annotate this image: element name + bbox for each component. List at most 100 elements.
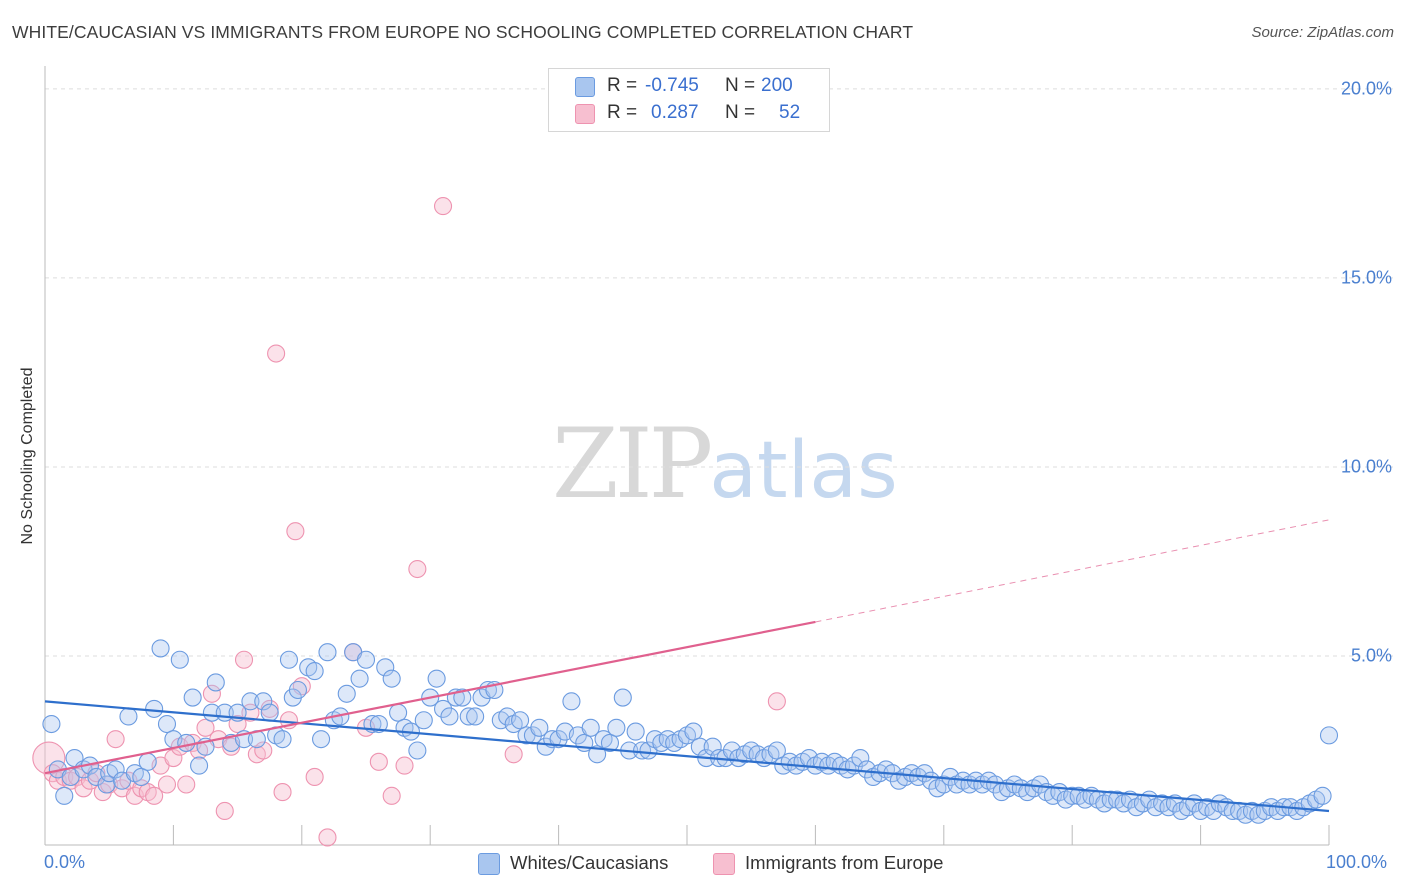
immigrants-point [395,756,414,775]
whites-point [106,760,125,779]
whites-point [530,718,549,737]
whites-point [626,722,645,741]
legend-r-value: 0.287 [651,102,699,123]
whites-point [97,775,116,794]
whites-point [466,707,485,726]
whites-point [453,688,472,707]
legend-swatch-blue [575,77,595,97]
whites-point [427,669,446,688]
whites-point [633,741,652,760]
bottom-legend-label: Whites/Caucasians [510,852,669,873]
whites-point [279,650,299,669]
y-tick-label: 15.0% [1340,267,1392,288]
whites-point [703,737,722,756]
axes [44,66,1330,846]
whites-point [767,741,786,760]
immigrants-point [305,767,324,787]
whites-point [132,767,151,787]
whites-point [350,669,369,688]
immigrants-point [286,522,305,541]
whites-point [376,658,395,677]
chart-title: WHITE/CAUCASIAN VS IMMIGRANTS FROM EUROP… [12,22,914,42]
whites-point [511,711,530,730]
x-tick-label-min: 0.0% [44,852,86,872]
whites-point [382,669,401,688]
immigrants-point [433,197,453,216]
immigrants-point [202,684,221,703]
y-axis-label: No Schooling Completed [19,367,36,545]
immigrants-point [273,783,292,802]
whites-point [562,692,581,711]
whites-point [55,786,74,805]
immigrants-point [318,828,337,847]
whites-point [183,688,202,707]
immigrants-point [504,745,523,764]
immigrants-point [767,692,786,711]
whites-point [157,714,177,734]
whites-point [273,730,292,749]
whites-point [934,775,953,794]
whites-point [607,718,626,737]
y-tick-label: 10.0% [1340,456,1392,477]
immigrants-point [215,801,234,821]
legend-swatch-pink [575,104,595,124]
legend-r-value: -0.745 [645,75,699,96]
correlation-legend: R = -0.745 N = 200 R = 0.287 N = 52 [548,68,830,132]
grid-lines [45,88,1395,657]
immigrants-point [177,775,196,794]
immigrants-point [164,748,183,768]
legend-row-whites: R = -0.745 N = 200 [549,74,829,100]
bottom-legend-immigrants: Immigrants from Europe [713,852,983,876]
y-tick-label: 20.0% [1340,78,1392,99]
immigrants-point [254,741,273,760]
whites-point [42,714,61,734]
legend-row-immigrants: R = 0.287 N = 52 [549,101,829,127]
whites-point [145,699,164,718]
legend-n-label: N = [725,102,756,123]
whites-point [151,639,170,658]
immigrants-point [106,730,125,749]
legend-r-label: R = [607,102,638,123]
whites-point [440,707,459,726]
immigrants-point [408,559,427,579]
whites-point [549,730,568,749]
immigrants-point [260,699,279,718]
immigrants-point [74,779,93,798]
whites-point [138,752,157,771]
whites-point [414,711,433,730]
whites-point [581,718,600,737]
whites-point [851,748,870,768]
whites-point [337,684,356,703]
whites-point [190,756,209,775]
whites-point [305,662,324,681]
whites-point [433,699,453,718]
whites-point [119,707,138,726]
whites-point [588,745,607,764]
whites-point [356,650,376,669]
legend-n-value: 52 [779,102,801,123]
bottom-legend-swatch-blue [478,853,500,875]
whites-point [613,688,632,707]
whites-point [288,680,307,700]
immigrants-from-europe-points [32,197,786,847]
y-tick-label: 5.0% [1350,645,1392,666]
whites-point [408,741,427,760]
trend-lines [44,519,1330,813]
whites-point [170,650,189,669]
whites-trend-line [44,700,1330,813]
whites-point [389,703,408,722]
bottom-legend-swatch-pink [713,853,735,875]
whites-point [369,714,388,734]
whites-point [241,692,260,711]
immigrants-trend-extension [815,519,1330,623]
legend-n-value: 200 [761,75,793,96]
whites-point [600,733,620,752]
immigrants-point [196,718,215,737]
whites-point [260,703,279,722]
immigrants-point [382,786,401,805]
immigrants-point [145,786,164,805]
immigrants-point [157,775,177,794]
immigrants-point [267,344,286,363]
immigrants-point [369,752,388,771]
